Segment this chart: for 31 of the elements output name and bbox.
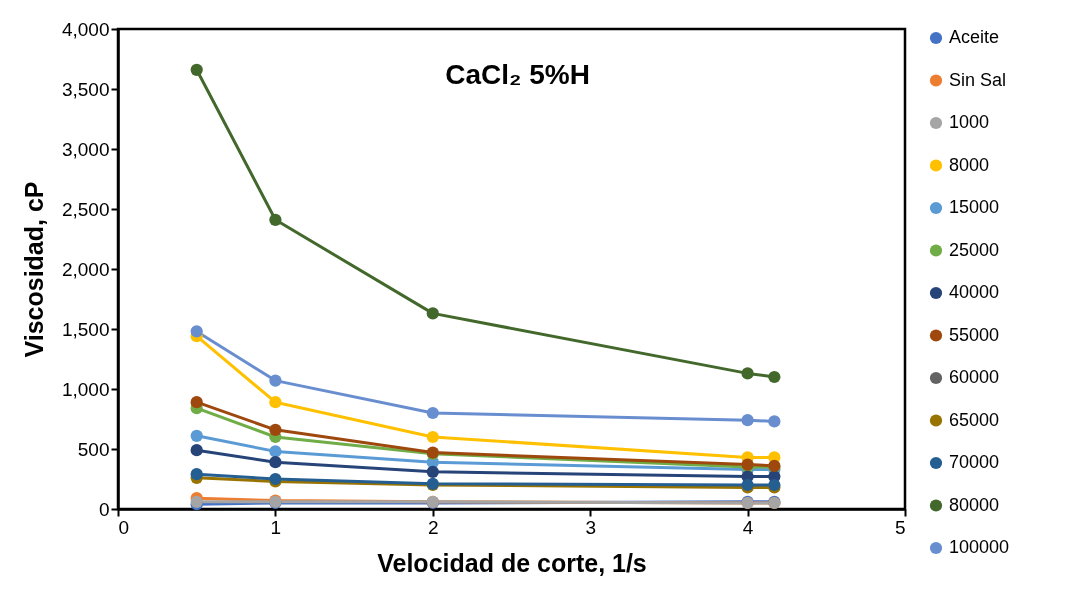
x-axis-title: Velocidad de corte, 1/s	[377, 548, 647, 577]
x-tick-label: 1	[270, 516, 282, 538]
legend-label: 60000	[949, 367, 1000, 387]
y-tick-label: 0	[98, 498, 110, 520]
legend-label: 55000	[949, 324, 1000, 345]
y-tick-label: 4,000	[61, 18, 110, 40]
legend-label: Sin Sal	[949, 69, 1007, 90]
x-tick-label: 2	[428, 516, 439, 538]
legend-label: 70000	[949, 452, 1000, 472]
legend-label: 65000	[949, 409, 1000, 430]
y-tick-label: 500	[77, 438, 110, 460]
y-tick-label: 1,500	[61, 318, 110, 340]
legend-label: 100000	[949, 537, 1010, 557]
legend-label: Aceite	[949, 27, 1000, 47]
text: CaCl₂ 5%H	[445, 59, 590, 90]
y-tick-label: 3,500	[61, 78, 110, 100]
legend-label: 15000	[949, 197, 1000, 217]
y-tick-label: 3,000	[61, 138, 110, 160]
x-tick-label: 4	[742, 516, 754, 538]
y-tick-label: 1,000	[61, 378, 110, 400]
legend-label: 8000	[949, 154, 990, 175]
y-tick-label: 2,000	[61, 258, 110, 280]
y-tick-label: 2,500	[61, 198, 110, 220]
x-tick-label: 0	[118, 516, 130, 538]
x-tick-label: 5	[894, 516, 906, 538]
x-tick-label: 3	[585, 516, 596, 538]
legend-label: 1000	[949, 112, 990, 132]
legend-label: 25000	[949, 239, 1000, 260]
y-axis-title: Viscosidad, cP	[19, 181, 48, 358]
legend-label: 40000	[949, 282, 1000, 302]
legend-label: 80000	[949, 494, 1000, 515]
